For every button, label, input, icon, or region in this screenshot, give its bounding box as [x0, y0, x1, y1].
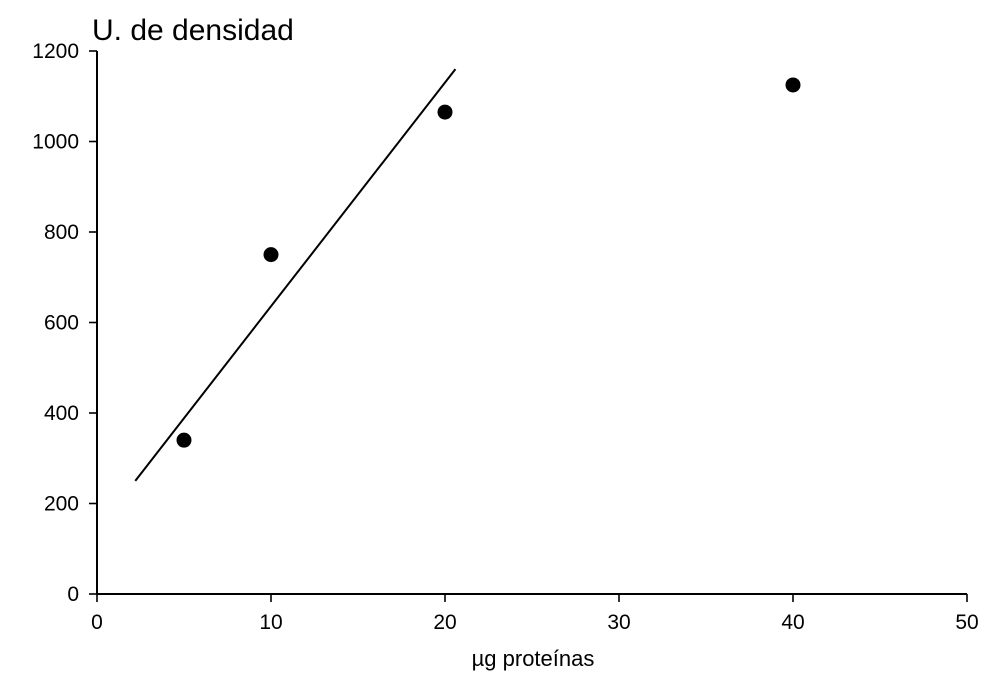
y-tick-label: 200	[44, 493, 79, 516]
data-points	[176, 77, 801, 448]
x-tick-label: 0	[91, 611, 103, 634]
data-point	[785, 77, 801, 93]
y-tick-label: 1200	[32, 40, 79, 63]
x-tick-label: 50	[955, 611, 978, 634]
y-tick-label: 1000	[32, 131, 79, 154]
y-tick-label: 800	[44, 221, 79, 244]
data-point	[176, 432, 192, 448]
y-tick-label: 0	[67, 583, 79, 606]
y-tick-label: 600	[44, 312, 79, 335]
x-tick-label: 10	[259, 611, 282, 634]
y-axis-title: U. de densidad	[92, 14, 294, 47]
x-axis-ticks: 0 10 20 30 40 50	[91, 594, 979, 634]
y-tick-label: 400	[44, 402, 79, 425]
x-tick-label: 40	[781, 611, 804, 634]
x-tick-label: 20	[433, 611, 456, 634]
x-tick-label: 30	[607, 611, 630, 634]
data-point	[263, 247, 279, 263]
y-axis-ticks: 0 200 400 600 800 1000 1200	[32, 40, 97, 606]
x-axis-title: µg proteínas	[472, 646, 595, 671]
regression-line	[134, 68, 457, 482]
data-point	[437, 104, 453, 120]
